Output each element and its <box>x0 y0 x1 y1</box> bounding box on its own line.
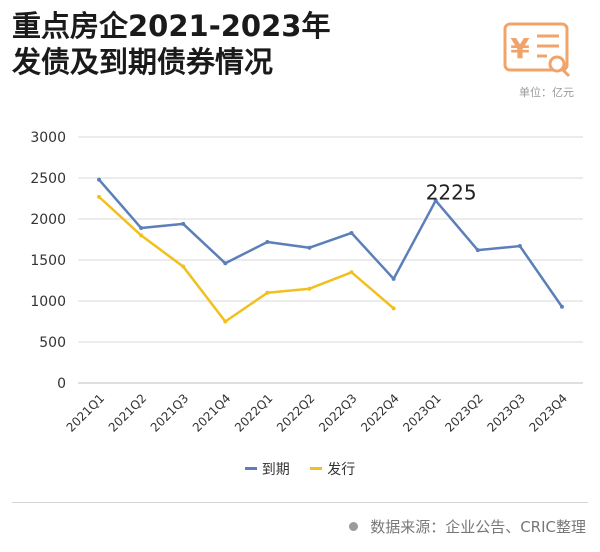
x-tick-label: 2021Q3 <box>148 391 192 435</box>
legend-label-issued: 发行 <box>327 461 356 478</box>
data-point <box>181 264 186 269</box>
data-point <box>223 261 228 266</box>
data-label: 2225 <box>426 181 477 205</box>
source-note: 数据来源：企业公告、CRIC整理 <box>349 516 586 537</box>
data-point <box>559 304 564 309</box>
x-tick-label: 2021Q2 <box>106 391 150 435</box>
series-line-0 <box>97 178 564 308</box>
series-lines <box>97 177 564 324</box>
x-tick-label: 2021Q1 <box>64 391 108 435</box>
data-point <box>181 221 186 226</box>
annotations: 2225 <box>426 181 477 205</box>
data-point <box>265 290 270 295</box>
y-tick-label: 2500 <box>30 171 66 187</box>
legend-label-due: 到期 <box>261 461 290 478</box>
yen-glyph: ¥ <box>510 32 530 65</box>
x-axis-ticks: 2021Q12021Q22021Q32021Q42022Q12022Q22022… <box>64 391 570 435</box>
series-line-1 <box>97 195 395 323</box>
x-tick-label: 2021Q4 <box>190 391 234 435</box>
data-point <box>517 244 522 249</box>
data-point <box>307 286 312 291</box>
data-point <box>223 319 228 324</box>
data-point <box>307 245 312 250</box>
title-line-1: 重点房企2021-2023年 <box>12 9 331 43</box>
legend-item-due[interactable]: 到期 <box>244 459 290 479</box>
data-point <box>433 198 438 203</box>
y-tick-label: 500 <box>39 335 66 351</box>
legend-item-issued[interactable]: 发行 <box>310 459 355 479</box>
x-tick-label: 2022Q2 <box>274 391 318 435</box>
page-title: 重点房企2021-2023年 发债及到期债券情况 <box>12 8 330 80</box>
bullet-dot-icon <box>349 522 359 531</box>
data-point <box>475 248 480 253</box>
data-point <box>391 276 396 281</box>
legend: 到期 发行 <box>0 458 600 479</box>
x-tick-label: 2022Q1 <box>232 391 276 435</box>
y-axis-ticks: 0 500 1000 1500 2000 2500 3000 <box>30 130 66 392</box>
legend-swatch-due <box>244 467 257 470</box>
y-tick-label: 1000 <box>30 294 66 310</box>
y-tick-label: 3000 <box>30 130 66 146</box>
y-tick-label: 1500 <box>30 253 66 269</box>
data-point <box>349 270 354 275</box>
x-tick-label: 2023Q2 <box>442 391 486 435</box>
legend-swatch-issued <box>310 467 323 470</box>
data-point <box>265 239 270 244</box>
x-tick-label: 2023Q3 <box>484 391 528 435</box>
x-tick-label: 2023Q1 <box>400 391 444 435</box>
data-point <box>97 194 102 199</box>
x-tick-label: 2023Q4 <box>527 391 571 435</box>
data-point <box>97 177 102 182</box>
source-text: 数据来源：企业公告、CRIC整理 <box>370 518 586 536</box>
unit-label: 单位：亿元 <box>519 86 574 99</box>
footer-divider <box>12 502 588 503</box>
y-tick-label: 2000 <box>30 212 66 228</box>
data-point <box>139 226 144 231</box>
data-point <box>139 233 144 238</box>
x-tick-label: 2022Q4 <box>358 391 402 435</box>
yen-document-search-icon: ¥ <box>503 22 571 78</box>
y-tick-label: 0 <box>57 376 66 392</box>
title-line-2: 发债及到期债券情况 <box>12 45 274 79</box>
data-point <box>349 230 354 235</box>
data-point <box>391 306 396 311</box>
x-tick-label: 2022Q3 <box>316 391 360 435</box>
grid-lines <box>78 136 583 384</box>
